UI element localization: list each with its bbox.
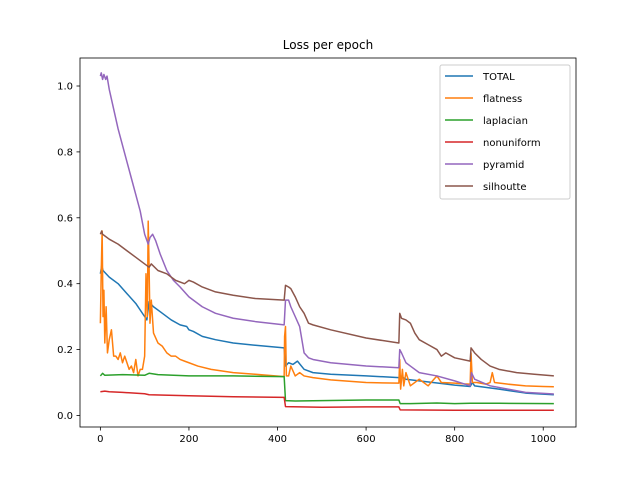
legend: TOTAL flatness laplacian nonuniform pyramid s… bbox=[439, 64, 571, 200]
y-tick-label: 0.8 bbox=[57, 147, 73, 158]
y-tick-label: 0.4 bbox=[57, 279, 73, 290]
legend-label-laplacian: laplacian bbox=[483, 116, 528, 127]
y-tick-label: 1.0 bbox=[57, 82, 73, 93]
x-tick-label: 600 bbox=[357, 434, 376, 445]
legend-box bbox=[439, 64, 571, 200]
y-tick-label: 0.6 bbox=[57, 213, 73, 224]
plot-area bbox=[99, 72, 554, 411]
series-line-pyramid bbox=[99, 72, 554, 395]
y-tick-label: 0.0 bbox=[57, 411, 73, 422]
series-line-laplacian bbox=[99, 372, 554, 405]
legend-label-TOTAL: TOTAL bbox=[482, 72, 515, 83]
x-tick-label: 800 bbox=[445, 434, 464, 445]
x-tick-label: 200 bbox=[179, 434, 198, 445]
legend-label-flatness: flatness bbox=[483, 94, 522, 105]
x-tick-label: 1000 bbox=[531, 434, 556, 445]
axes-frame bbox=[79, 57, 577, 428]
legend-label-silhoutte: silhoutte bbox=[483, 182, 527, 193]
chart-title: Loss per epoch bbox=[283, 38, 373, 52]
legend-label-nonuniform: nonuniform bbox=[483, 138, 541, 149]
series-line-nonuniform bbox=[100, 390, 554, 411]
legend-label-pyramid: pyramid bbox=[483, 160, 524, 171]
y-tick-label: 0.2 bbox=[57, 345, 73, 356]
series-line-flatness bbox=[99, 220, 554, 390]
axes: 0 200 400 600 800 1000 0.0 0.2 0.4 0.6 0.8 1.0 bbox=[57, 57, 577, 445]
series-line-silhoutte bbox=[99, 230, 554, 377]
x-tick-label: 0 bbox=[97, 434, 103, 445]
x-tick-label: 400 bbox=[268, 434, 287, 445]
